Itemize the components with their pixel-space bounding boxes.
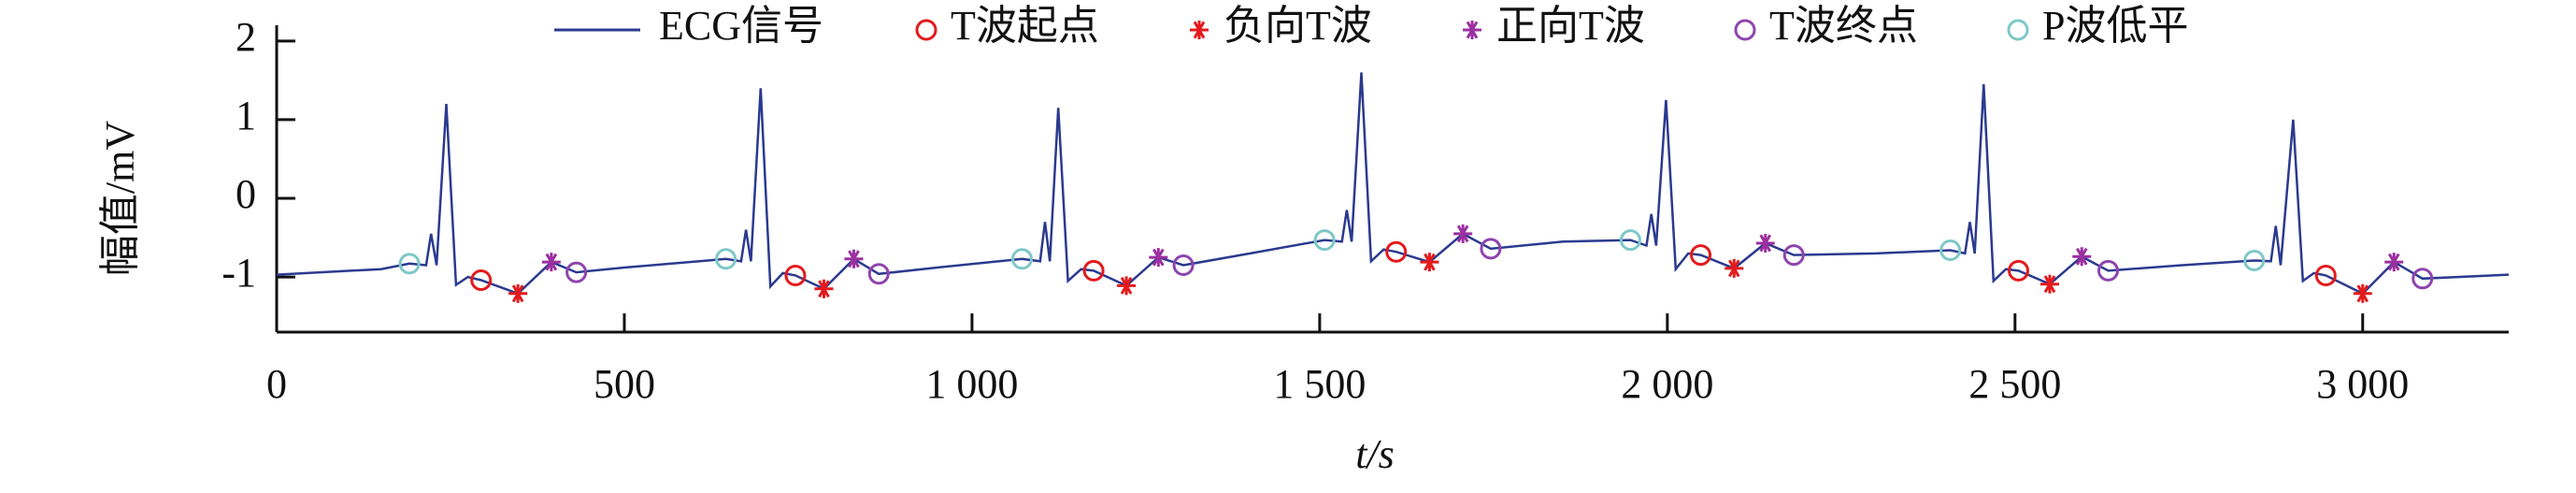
circle-marker	[1313, 229, 1336, 252]
circle-marker	[2314, 264, 2337, 286]
legend-label: T波起点	[951, 3, 1099, 49]
y-tick-label: -1	[222, 250, 256, 296]
circle-marker	[398, 253, 421, 275]
asterisk-marker	[508, 283, 528, 303]
circle-marker	[2243, 249, 2266, 271]
circle-marker	[1690, 244, 1712, 267]
ecg-line	[276, 72, 2510, 296]
x-tick-label: 500	[594, 361, 655, 407]
circle-marker	[1082, 259, 1105, 282]
legend-label: 正向T波	[1496, 3, 1645, 49]
circle-marker	[2097, 259, 2119, 282]
x-tick-label: 1 500	[1273, 361, 1366, 407]
y-tick-label: 1	[236, 93, 256, 138]
x-tick-label: 2 000	[1621, 361, 1713, 407]
circle-marker	[470, 268, 493, 291]
asterisk-marker	[1724, 258, 1744, 278]
circle-marker	[715, 248, 737, 270]
y-tick-label: 2	[236, 14, 256, 60]
asterisk-marker	[1149, 248, 1168, 268]
legend-label: ECG信号	[659, 3, 823, 49]
circle-marker	[1480, 238, 1502, 260]
x-tick-label: 0	[266, 361, 287, 407]
asterisk-marker	[1463, 21, 1481, 39]
asterisk-marker	[1453, 224, 1473, 243]
legend-label: 负向T波	[1224, 3, 1372, 49]
x-axis-label: t/s	[1355, 431, 1395, 477]
asterisk-marker	[1420, 253, 1439, 272]
x-tick-label: 3 000	[2316, 361, 2409, 407]
circle-marker	[2007, 19, 2029, 41]
y-axis-label: 幅值/mV	[97, 121, 143, 276]
asterisk-marker	[2040, 274, 2060, 294]
asterisk-marker	[844, 249, 864, 268]
x-tick-label: 1 000	[925, 361, 1018, 407]
circle-marker	[1939, 239, 1962, 262]
circle-marker	[565, 261, 588, 283]
circle-marker	[1010, 248, 1033, 270]
circle-marker	[1172, 254, 1195, 277]
legend-label: P波低平	[2042, 3, 2188, 49]
y-tick-label: 0	[236, 171, 256, 217]
circle-marker	[2411, 268, 2434, 290]
circle-marker	[1782, 244, 1805, 267]
asterisk-marker	[541, 253, 561, 272]
circle-marker	[1619, 229, 1641, 252]
x-tick-label: 2 500	[1968, 361, 2061, 407]
asterisk-marker	[1190, 21, 1209, 39]
asterisk-marker	[2353, 283, 2372, 303]
legend-label: T波终点	[1769, 3, 1918, 49]
asterisk-marker	[2384, 253, 2404, 272]
asterisk-marker	[1755, 233, 1775, 253]
circle-marker	[915, 19, 937, 41]
circle-marker	[1734, 19, 1756, 41]
asterisk-marker	[2072, 247, 2092, 267]
asterisk-marker	[1117, 276, 1137, 296]
circle-marker	[867, 263, 890, 285]
circle-marker	[784, 264, 807, 286]
circle-marker	[1385, 240, 1408, 263]
circle-marker	[2008, 259, 2030, 282]
asterisk-marker	[814, 279, 834, 298]
